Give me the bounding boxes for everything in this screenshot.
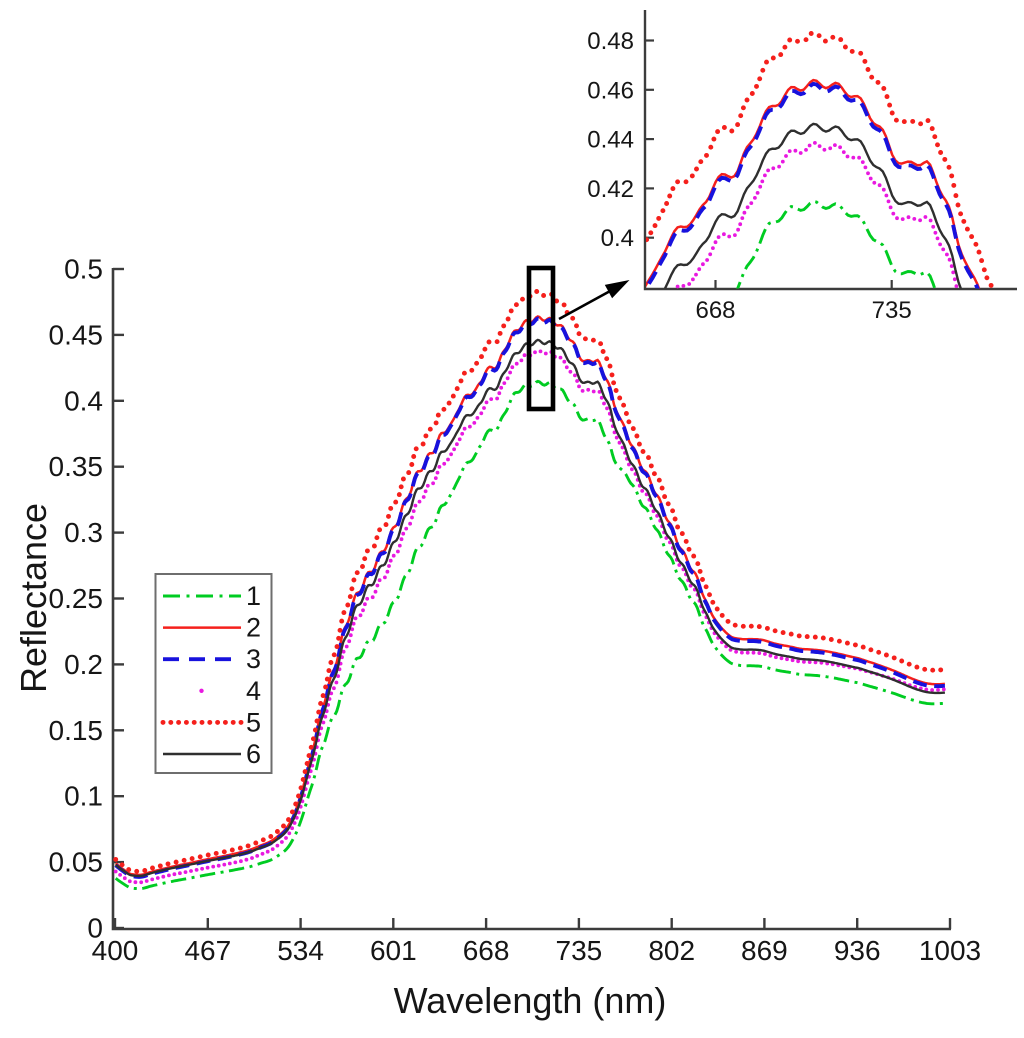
svg-text:0: 0 [87,913,103,944]
svg-text:0.46: 0.46 [587,77,634,104]
svg-text:Reflectance: Reflectance [13,503,54,693]
svg-text:6: 6 [246,739,261,769]
svg-text:802: 802 [648,935,695,966]
svg-text:0.2: 0.2 [64,649,103,680]
svg-text:0.42: 0.42 [587,176,634,203]
svg-text:5: 5 [246,707,261,737]
svg-text:467: 467 [184,935,231,966]
svg-text:0.44: 0.44 [587,127,634,154]
svg-text:0.45: 0.45 [49,319,104,350]
svg-text:0.4: 0.4 [601,225,634,252]
svg-text:735: 735 [556,935,603,966]
svg-text:2: 2 [246,613,261,643]
svg-text:Wavelength (nm): Wavelength (nm) [394,980,667,1021]
svg-text:400: 400 [92,935,139,966]
svg-text:0.35: 0.35 [49,451,104,482]
svg-text:1003: 1003 [919,935,981,966]
svg-text:0.3: 0.3 [64,517,103,548]
svg-text:4: 4 [246,676,261,706]
svg-text:0.05: 0.05 [49,847,104,878]
svg-text:936: 936 [834,935,881,966]
svg-text:0.25: 0.25 [49,583,104,614]
svg-text:0.1: 0.1 [64,781,103,812]
svg-text:668: 668 [463,935,510,966]
svg-text:534: 534 [277,935,324,966]
svg-text:1: 1 [246,581,261,611]
svg-text:668: 668 [695,297,735,324]
svg-text:0.48: 0.48 [587,28,634,55]
svg-text:735: 735 [872,297,912,324]
svg-text:3: 3 [246,644,261,674]
svg-text:0.5: 0.5 [64,254,103,285]
svg-text:601: 601 [370,935,417,966]
svg-text:0.15: 0.15 [49,715,104,746]
svg-text:0.4: 0.4 [64,385,103,416]
svg-text:869: 869 [741,935,788,966]
